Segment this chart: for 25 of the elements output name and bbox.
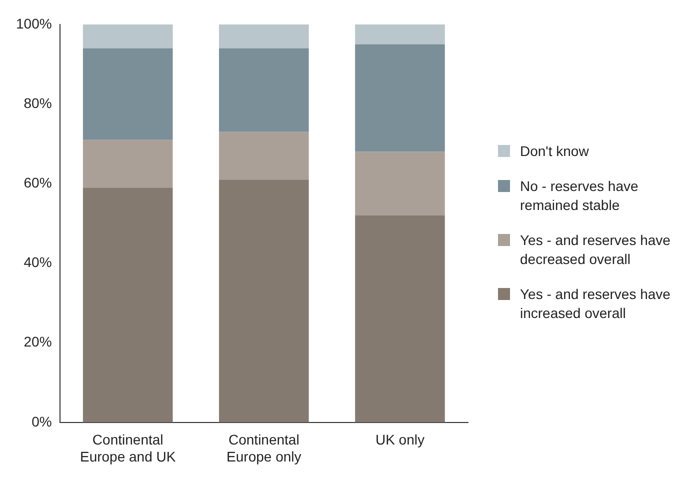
bar — [82, 48, 173, 140]
bar — [82, 188, 173, 422]
y-tick-label: 40% — [24, 254, 52, 270]
bar — [355, 152, 445, 216]
y-tick-label: 20% — [24, 334, 52, 350]
y-tick-label: 0% — [32, 413, 52, 430]
y-tick-label: 80% — [24, 94, 52, 111]
bar — [219, 48, 309, 132]
y-tick-label: 100% — [16, 15, 52, 32]
bar — [82, 24, 173, 48]
legend-label: Yes - and reserves have increased overall — [520, 284, 672, 322]
legend-label: Yes - and reserves have decreased overall — [520, 230, 672, 268]
y-tick-label: 60% — [24, 174, 52, 190]
legend-label: Don't know — [520, 142, 590, 160]
legend-label: No - reserves have remained stable — [520, 176, 640, 214]
bar — [355, 24, 445, 44]
bar — [82, 140, 173, 188]
x-tick-label: UK only — [375, 432, 424, 448]
bar — [355, 44, 445, 152]
bar — [219, 132, 309, 180]
x-tick-label: Continental Europe and UK — [80, 432, 176, 464]
x-tick-label: Continental Europe only — [226, 432, 302, 464]
bar — [219, 24, 309, 48]
bar — [219, 180, 309, 422]
bar — [355, 215, 445, 422]
